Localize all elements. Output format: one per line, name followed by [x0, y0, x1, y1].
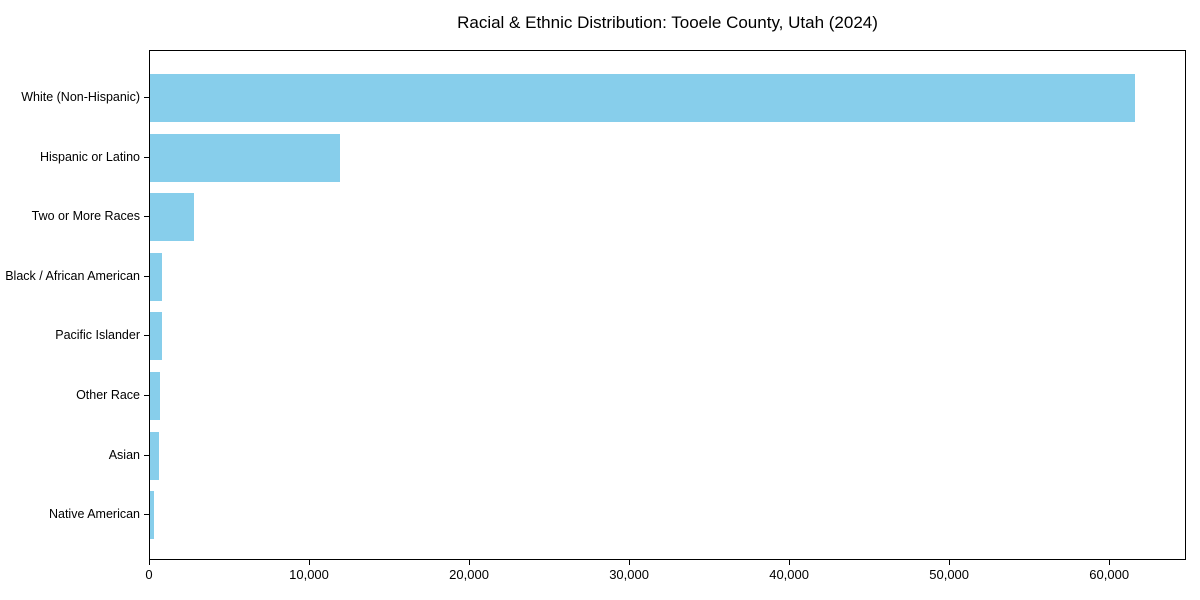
plot-area	[149, 50, 1186, 560]
x-tick-label-10000: 10,000	[289, 567, 329, 582]
y-tick-mark	[144, 216, 149, 218]
x-tick-label-0: 0	[145, 567, 153, 582]
x-tick-mark	[949, 560, 951, 565]
y-tick-label-pacific-islander: Pacific Islander	[55, 328, 140, 343]
bar-two-or-more-races	[150, 193, 194, 242]
y-tick-mark	[144, 275, 149, 277]
y-tick-mark	[144, 335, 149, 337]
x-tick-label-40000: 40,000	[769, 567, 809, 582]
x-tick-label-60000: 60,000	[1089, 567, 1130, 582]
bar-other-race	[150, 372, 161, 420]
y-tick-mark	[144, 454, 149, 456]
x-tick-mark	[469, 560, 471, 565]
bar-black-african-american	[150, 252, 163, 301]
x-tick-mark	[789, 560, 791, 565]
bar-pacific-islander	[150, 312, 162, 361]
x-tick-mark	[149, 560, 150, 565]
y-tick-label-hispanic-or-latino: Hispanic or Latino	[39, 149, 140, 164]
bar-white-non-hispanic	[150, 74, 1136, 122]
x-tick-label-20000: 20,000	[449, 567, 489, 582]
x-tick-label-50000: 50,000	[929, 567, 970, 582]
y-tick-label-black-african-american: Black / African American	[5, 268, 140, 283]
y-tick-mark	[144, 514, 149, 516]
bar-native-american	[150, 491, 155, 540]
y-tick-mark	[144, 395, 149, 396]
y-tick-mark	[144, 97, 149, 98]
x-tick-mark	[629, 560, 631, 565]
y-tick-label-white-non-hispanic: White (Non-Hispanic)	[21, 90, 140, 104]
chart-title: Racial & Ethnic Distribution: Tooele Cou…	[457, 13, 878, 32]
x-tick-mark	[309, 560, 311, 565]
bar-asian	[150, 431, 159, 480]
y-tick-label-asian: Asian	[108, 447, 140, 462]
y-tick-mark	[144, 156, 149, 158]
y-tick-label-native-american: Native American	[48, 507, 140, 522]
x-tick-mark	[1109, 560, 1111, 565]
y-tick-label-two-or-more-races: Two or More Races	[31, 209, 140, 224]
bar-hispanic-or-latino	[150, 133, 341, 182]
y-tick-label-other-race: Other Race	[76, 388, 140, 402]
x-tick-label-30000: 30,000	[609, 567, 649, 582]
